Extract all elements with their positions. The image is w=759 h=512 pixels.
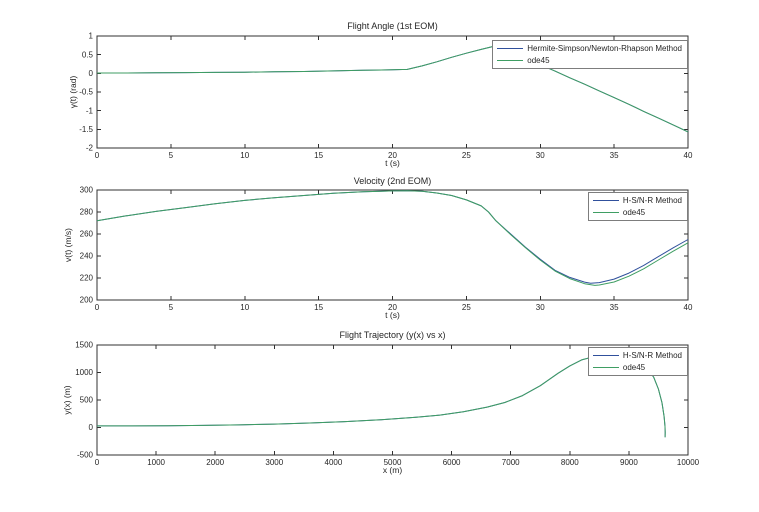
- x-tick-label: 6000: [443, 458, 461, 467]
- chart2-legend: H-S/N-R Method ode45: [587, 192, 688, 221]
- legend-label: H-S/N-R Method: [622, 196, 682, 205]
- x-tick-label: 8000: [561, 458, 579, 467]
- chart2-x-axis-label: t (s): [385, 310, 400, 320]
- y-tick-label: 500: [80, 396, 94, 405]
- legend-label: ode45: [527, 56, 550, 65]
- y-tick-label: 1500: [75, 341, 93, 350]
- series-line: [96, 190, 689, 286]
- x-tick-label: 10000: [677, 458, 700, 467]
- x-tick-label: 5: [169, 303, 174, 312]
- x-tick-label: 2000: [206, 458, 224, 467]
- legend-line-sample: [592, 200, 619, 201]
- chart1-title: Flight Angle (1st EOM): [347, 21, 438, 31]
- x-tick-label: 9000: [620, 458, 638, 467]
- legend-line-sample: [592, 355, 619, 356]
- x-tick-label: 25: [462, 303, 471, 312]
- legend-entry: ode45: [497, 55, 682, 66]
- y-tick-label: 200: [80, 296, 94, 305]
- chart3-legend: H-S/N-R Method ode45: [587, 347, 688, 376]
- y-tick-label: -0.5: [79, 88, 93, 97]
- x-tick-label: 0: [95, 303, 100, 312]
- x-tick-label: 3000: [265, 458, 283, 467]
- x-tick-label: 25: [462, 151, 471, 160]
- chart3-title: Flight Trajectory (y(x) vs x): [339, 330, 446, 340]
- x-tick-label: 10: [240, 303, 249, 312]
- x-tick-label: 30: [536, 151, 545, 160]
- legend-line-sample: [592, 367, 619, 368]
- x-tick-label: 15: [314, 303, 323, 312]
- y-tick-label: 0: [89, 69, 94, 78]
- chart1-legend: Hermite-Simpson/Newton-Rhapson Method od…: [492, 40, 688, 69]
- legend-label: Hermite-Simpson/Newton-Rhapson Method: [527, 44, 682, 53]
- chart1-x-axis-label: t (s): [385, 158, 400, 168]
- chart3-x-axis-label: x (m): [382, 465, 403, 475]
- chart2-title: Velocity (2nd EOM): [353, 176, 432, 186]
- y-tick-label: -1: [86, 106, 94, 115]
- legend-line-sample: [497, 48, 524, 49]
- series-line: [97, 46, 689, 133]
- y-tick-label: -500: [77, 451, 94, 460]
- legend-entry: Hermite-Simpson/Newton-Rhapson Method: [497, 43, 682, 54]
- y-tick-label: 240: [80, 252, 94, 261]
- x-tick-label: 7000: [502, 458, 520, 467]
- x-tick-label: 5000: [384, 458, 402, 467]
- y-tick-label: -1.5: [79, 125, 93, 134]
- x-tick-label: 30: [536, 303, 545, 312]
- series-line: [97, 355, 666, 438]
- y-tick-label: 0: [89, 423, 94, 432]
- y-tick-label: 1000: [75, 368, 93, 377]
- y-tick-label: 300: [80, 186, 94, 195]
- legend-line-sample: [497, 60, 524, 61]
- legend-label: ode45: [622, 208, 646, 217]
- x-tick-label: 0: [95, 151, 100, 160]
- x-tick-label: 5: [169, 151, 174, 160]
- legend-entry: ode45: [592, 362, 682, 373]
- x-tick-label: 4000: [325, 458, 343, 467]
- x-tick-label: 40: [684, 303, 693, 312]
- x-tick-label: 20: [388, 303, 397, 312]
- legend-entry: H-S/N-R Method: [592, 195, 682, 206]
- legend-entry: H-S/N-R Method: [592, 350, 682, 361]
- x-tick-label: 20: [388, 151, 397, 160]
- chart1-y-axis-label: γ(t) (rad): [68, 75, 78, 109]
- legend-label: ode45: [622, 363, 646, 372]
- y-tick-label: 280: [80, 208, 94, 217]
- chart3-y-axis-label: y(x) (m): [62, 385, 72, 415]
- x-tick-label: 40: [684, 151, 693, 160]
- legend-label: H-S/N-R Method: [622, 351, 682, 360]
- legend-entry: ode45: [592, 207, 682, 218]
- y-tick-label: 260: [80, 230, 94, 239]
- y-tick-label: -2: [86, 144, 94, 153]
- legend-line-sample: [592, 212, 619, 213]
- x-tick-label: 35: [610, 303, 619, 312]
- x-tick-label: 35: [610, 151, 619, 160]
- y-tick-label: 0.5: [82, 50, 94, 59]
- x-tick-label: 1000: [147, 458, 165, 467]
- x-tick-label: 10: [240, 151, 249, 160]
- x-tick-label: 15: [314, 151, 323, 160]
- y-tick-label: 1: [89, 32, 94, 41]
- chart2-y-axis-label: v(t) (m/s): [63, 228, 73, 262]
- y-tick-label: 220: [80, 274, 94, 283]
- x-tick-label: 0: [95, 458, 100, 467]
